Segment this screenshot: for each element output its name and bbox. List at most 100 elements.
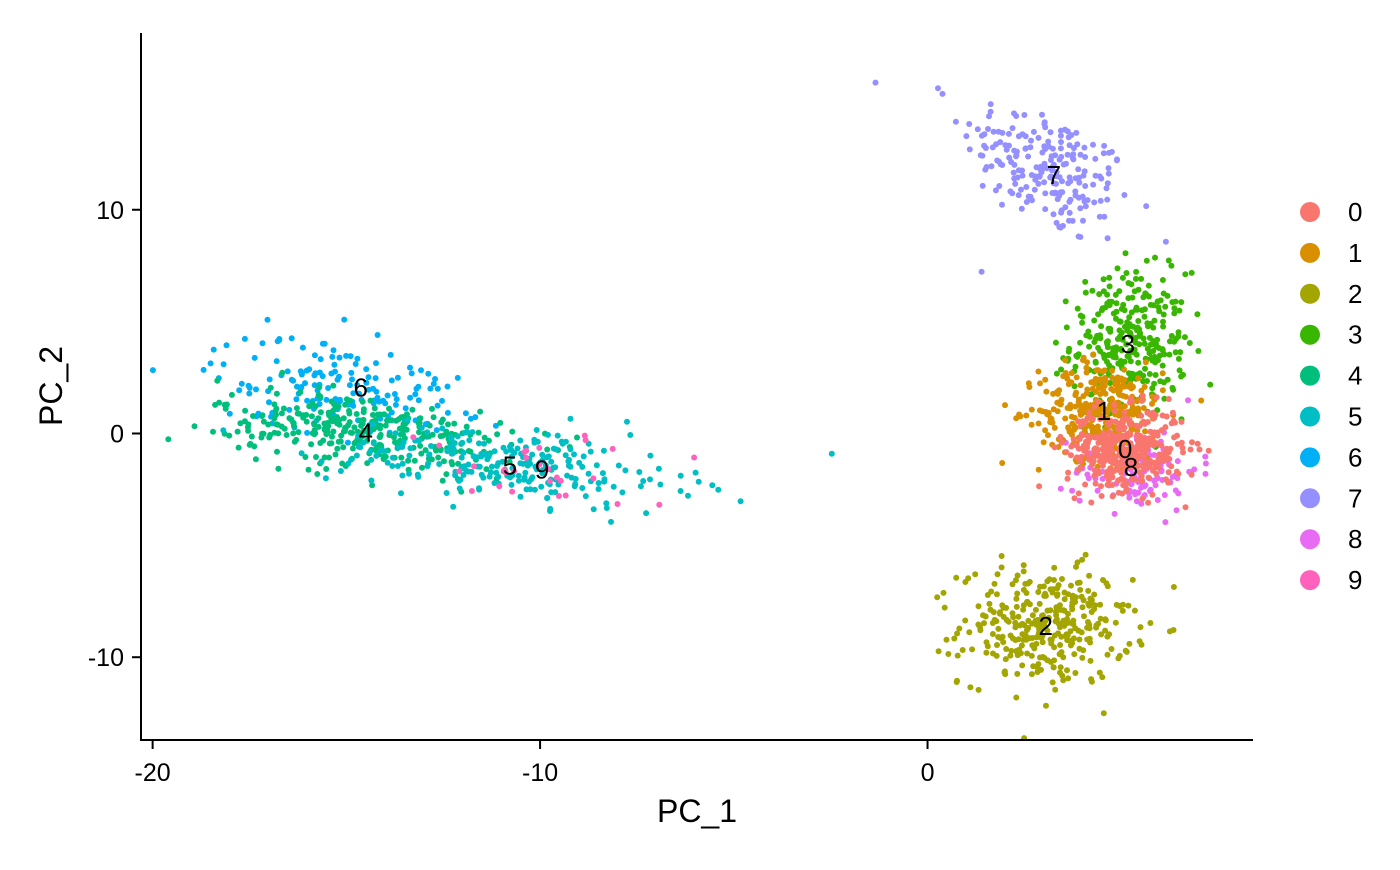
point-cluster-5 (426, 451, 433, 458)
point-cluster-6 (373, 360, 379, 367)
point-cluster-3 (1125, 280, 1132, 286)
point-cluster-2 (1043, 702, 1049, 709)
point-cluster-6 (329, 353, 336, 360)
point-cluster-6 (251, 354, 258, 361)
point-cluster-4 (376, 412, 383, 419)
point-cluster-9 (523, 447, 530, 454)
point-cluster-3 (1114, 265, 1121, 272)
point-cluster-2 (1061, 596, 1068, 603)
point-cluster-5 (585, 470, 592, 477)
point-cluster-2 (1085, 600, 1092, 607)
point-cluster-0 (1115, 489, 1122, 496)
point-cluster-7 (1096, 213, 1103, 220)
point-cluster-2 (953, 679, 960, 685)
point-cluster-2 (983, 649, 990, 656)
legend-item-5: 5 (1300, 402, 1362, 432)
point-cluster-2 (1044, 607, 1051, 614)
legend-swatch (1300, 488, 1320, 509)
point-cluster-2 (991, 616, 998, 623)
x-ticks: -20 -10 0 (135, 740, 934, 787)
point-cluster-1 (1068, 370, 1075, 377)
point-cluster-5 (345, 460, 352, 467)
point-cluster-0 (1175, 470, 1182, 477)
legend: 0 1 2 3 4 5 6 7 8 9 (1300, 197, 1362, 595)
point-cluster-2 (993, 591, 1000, 598)
cluster-label-2: 2 (1038, 611, 1052, 641)
point-cluster-3 (1058, 366, 1065, 373)
point-cluster-6 (444, 409, 451, 416)
point-cluster-3 (1161, 395, 1168, 402)
point-cluster-1 (1016, 411, 1023, 418)
point-cluster-5 (545, 453, 552, 460)
point-cluster-4 (386, 432, 393, 439)
point-cluster-6 (299, 344, 306, 351)
point-cluster-4 (328, 398, 335, 405)
point-cluster-5 (544, 495, 551, 502)
point-cluster-3 (1160, 311, 1167, 318)
point-cluster-7 (985, 126, 991, 132)
point-cluster-9 (562, 492, 569, 499)
point-cluster-5 (571, 483, 578, 490)
point-cluster-7 (1076, 174, 1082, 181)
point-cluster-2 (1064, 632, 1071, 639)
point-cluster-2 (986, 600, 993, 607)
legend-item-6: 6 (1300, 442, 1362, 472)
point-cluster-2 (1036, 600, 1043, 607)
point-cluster-6 (365, 374, 372, 381)
point-cluster-7 (1091, 199, 1098, 206)
point-cluster-6 (149, 367, 156, 374)
point-cluster-8 (1138, 484, 1144, 491)
point-cluster-6 (316, 369, 323, 376)
point-cluster-2 (1051, 564, 1058, 571)
point-cluster-0 (1145, 499, 1152, 506)
point-cluster-4 (481, 434, 488, 441)
point-cluster-5 (601, 476, 608, 483)
point-cluster-6 (293, 396, 300, 403)
legend-label: 2 (1348, 279, 1362, 309)
legend-swatch (1300, 529, 1320, 550)
point-cluster-6 (341, 316, 348, 323)
point-cluster-3 (1176, 307, 1183, 314)
point-cluster-6 (276, 337, 283, 343)
point-cluster-7 (1023, 199, 1030, 205)
point-cluster-5 (407, 445, 414, 452)
point-cluster-4 (369, 482, 376, 489)
point-cluster-0 (1091, 472, 1098, 479)
point-cluster-3 (1063, 324, 1070, 331)
cluster-label-5: 5 (503, 450, 517, 480)
point-cluster-3 (1125, 295, 1132, 302)
point-cluster-6 (311, 382, 318, 389)
point-cluster-5 (559, 440, 566, 447)
point-cluster-0 (1159, 412, 1166, 419)
point-cluster-5 (657, 481, 664, 488)
point-cluster-1 (1110, 387, 1117, 394)
point-cluster-3 (1175, 333, 1182, 340)
point-cluster-0 (1187, 446, 1194, 453)
point-cluster-2 (1086, 635, 1093, 642)
point-cluster-2 (993, 652, 1000, 659)
point-cluster-6 (432, 376, 438, 382)
point-cluster-0 (1095, 439, 1102, 446)
point-cluster-5 (587, 448, 594, 455)
point-cluster-4 (337, 438, 344, 445)
point-cluster-2 (1044, 627, 1051, 634)
point-cluster-2 (1051, 577, 1057, 583)
point-cluster-2 (1033, 640, 1040, 647)
point-cluster-4 (341, 428, 348, 435)
point-cluster-7 (1057, 132, 1064, 139)
point-cluster-7 (1015, 192, 1022, 199)
point-cluster-9 (471, 463, 477, 470)
point-cluster-4 (295, 429, 302, 436)
point-cluster-2 (1023, 627, 1030, 634)
point-cluster-0 (1064, 475, 1071, 482)
point-cluster-0 (1120, 433, 1127, 439)
point-cluster-1 (1102, 378, 1109, 384)
point-cluster-2 (1086, 625, 1093, 632)
legend-item-3: 3 (1300, 320, 1362, 350)
point-cluster-4 (388, 417, 395, 424)
point-cluster-4 (371, 405, 378, 412)
point-cluster-2 (1086, 572, 1093, 579)
point-cluster-5 (593, 462, 600, 469)
point-cluster-6 (407, 394, 414, 401)
point-cluster-2 (1013, 595, 1020, 602)
